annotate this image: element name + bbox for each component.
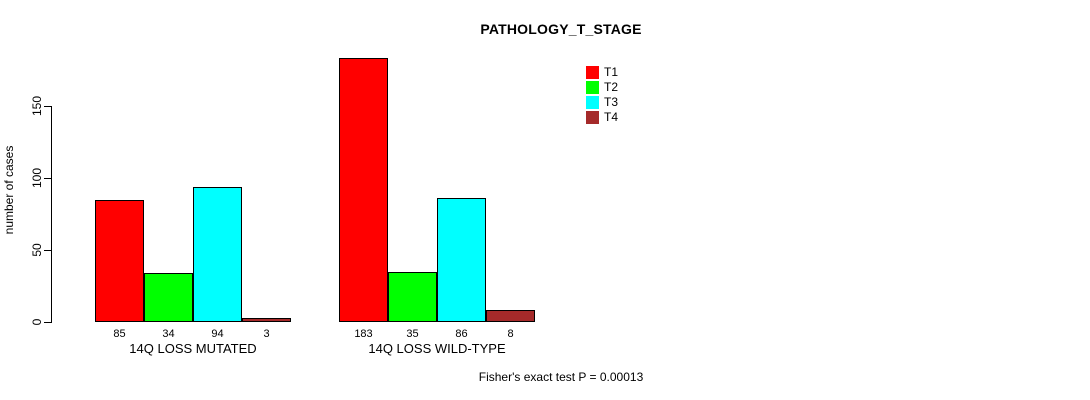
y-tick-label: 150 (30, 95, 44, 117)
legend-color-swatch (586, 66, 599, 79)
bar-value-label: 35 (406, 328, 419, 340)
chart-title: PATHOLOGY_T_STAGE (480, 21, 642, 37)
legend-item-t4: T4 (586, 111, 618, 124)
y-tick-label: 50 (30, 243, 44, 257)
y-axis-line (51, 106, 52, 323)
y-tick-label: 0 (30, 318, 44, 326)
bar-t3-group1 (193, 187, 242, 322)
bar-value-label: 85 (113, 328, 126, 340)
y-tick-label: 100 (30, 167, 44, 189)
bar-t4-group2 (486, 310, 535, 322)
bar-t2-group1 (144, 273, 193, 322)
legend-series-label: T1 (604, 65, 619, 79)
bar-value-label: 94 (211, 328, 224, 340)
category-label-group2: 14Q LOSS WILD-TYPE (368, 341, 506, 356)
bar-t1-group1 (95, 200, 144, 322)
bar-value-label: 8 (507, 328, 514, 340)
legend-series-label: T4 (604, 110, 619, 124)
legend-series-label: T2 (604, 80, 619, 94)
bar-value-label: 86 (455, 328, 468, 340)
bar-value-label: 183 (354, 328, 373, 340)
y-axis-label: number of cases (2, 145, 16, 235)
y-tick-mark (44, 322, 51, 323)
category-label-group1: 14Q LOSS MUTATED (129, 341, 257, 356)
bar-t1-group2 (339, 58, 388, 322)
bar-value-label: 3 (263, 328, 270, 340)
legend-series-label: T3 (604, 95, 619, 109)
bar-value-label: 34 (162, 328, 175, 340)
annotation-text: Fisher's exact test P = 0.00013 (478, 370, 644, 384)
legend-color-swatch (586, 81, 599, 94)
y-tick-mark (44, 250, 51, 251)
legend-color-swatch (586, 111, 599, 124)
bar-t4-group1 (242, 318, 291, 322)
bar-t3-group2 (437, 198, 486, 322)
legend-item-t1: T1 (586, 66, 618, 79)
bar-t2-group2 (388, 272, 437, 322)
y-tick-mark (44, 106, 51, 107)
y-tick-mark (44, 178, 51, 179)
legend-item-t3: T3 (586, 96, 618, 109)
legend-color-swatch (586, 96, 599, 109)
legend-item-t2: T2 (586, 81, 618, 94)
